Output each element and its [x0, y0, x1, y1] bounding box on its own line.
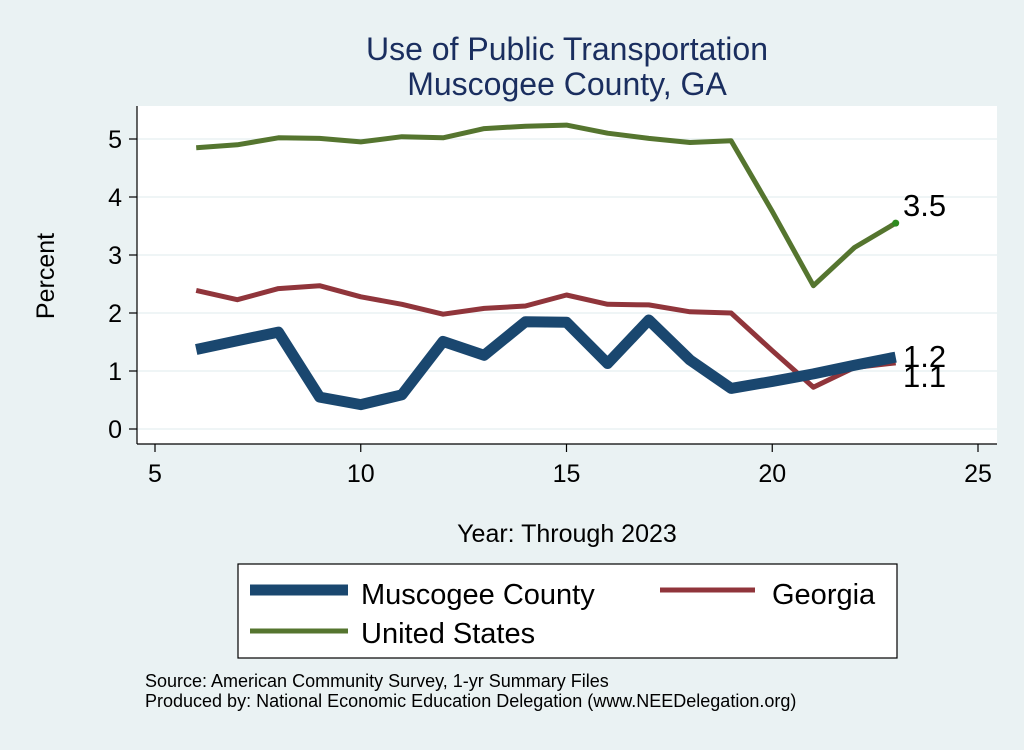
series-line-georgia: [195, 283, 896, 390]
end-label-muscogee-county: 1.2: [903, 339, 946, 374]
legend-label-georgia: Georgia: [772, 579, 876, 611]
end-point-united-states: [892, 219, 900, 227]
plot-area: [137, 106, 997, 444]
y-tick-label: 3: [108, 242, 122, 270]
x-axis-title: Year: Through 2023: [457, 520, 677, 548]
x-tick-label: 5: [148, 460, 162, 488]
x-tick-label: 15: [553, 460, 581, 488]
end-label-united-states: 3.5: [903, 188, 946, 223]
y-axis-title: Percent: [32, 233, 60, 319]
source-note: Source: American Community Survey, 1-yr …: [145, 671, 609, 691]
x-tick-label: 20: [758, 460, 786, 488]
legend-box: [237, 563, 898, 659]
y-tick-label: 4: [108, 184, 122, 212]
y-tick-label: 1: [108, 358, 122, 386]
series-line-muscogee-county: [195, 314, 897, 411]
end-label-georgia: 1.1: [903, 359, 946, 394]
legend-label-muscogee-county: Muscogee County: [361, 579, 595, 611]
produced-by-note: Produced by: National Economic Education…: [145, 691, 797, 711]
y-tick-label: 0: [108, 416, 122, 444]
chart-title-line-2: Muscogee County, GA: [407, 66, 727, 102]
y-tick-label: 2: [108, 300, 122, 328]
y-tick-label: 5: [108, 126, 122, 154]
x-tick-label: 10: [347, 460, 375, 488]
series-line-united-states: [196, 122, 897, 289]
chart-title-line-1: Use of Public Transportation: [366, 31, 768, 67]
x-tick-label: 25: [964, 460, 992, 488]
legend-label-united-states: United States: [361, 618, 535, 650]
